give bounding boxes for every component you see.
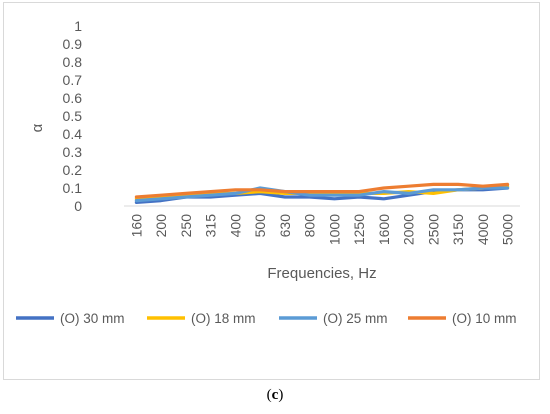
legend-label: (O) 30 mm	[60, 311, 125, 326]
legend-label: (O) 10 mm	[452, 311, 517, 326]
x-axis-ticks: 160 200 250 315 400 500 630 800 1000 1250 1600 2000…	[128, 214, 515, 245]
x-axis-title: Frequencies, Hz	[267, 265, 376, 282]
x-tick-label: 5000	[500, 214, 516, 245]
x-tick-label: 1250	[351, 214, 367, 245]
y-tick-label: 0.1	[63, 180, 83, 196]
line-chart: 0 0.1 0.2 0.3 0.4 0.5 0.6 0.7 0.8 0.9 1 160 200 250 3…	[16, 18, 520, 326]
caption-close-paren: )	[278, 387, 284, 403]
x-tick-label: 500	[252, 214, 268, 238]
legend-label: (O) 25 mm	[323, 311, 388, 326]
x-tick-label: 2000	[401, 214, 417, 245]
y-tick-label: 0.8	[63, 54, 83, 70]
y-tick-label: 0.6	[63, 90, 83, 106]
y-tick-label: 0.7	[63, 72, 83, 88]
x-tick-label: 4000	[475, 214, 491, 245]
y-tick-label: 0.4	[63, 126, 83, 142]
x-tick-label: 1600	[376, 214, 392, 245]
series-lines	[134, 182, 510, 204]
x-tick-label: 400	[227, 214, 243, 238]
caption-open-paren: (	[266, 387, 272, 403]
y-tick-label: 1	[74, 18, 82, 34]
chart-frame: 0 0.1 0.2 0.3 0.4 0.5 0.6 0.7 0.8 0.9 1 160 200 250 3…	[3, 2, 540, 380]
caption-letter: c	[271, 387, 279, 403]
x-tick-label: 2500	[425, 214, 441, 245]
y-tick-label: 0.3	[63, 144, 83, 160]
series-line	[134, 182, 510, 199]
y-axis-title: α	[29, 123, 46, 132]
y-tick-label: 0.5	[63, 108, 83, 124]
x-tick-label: 3150	[450, 214, 466, 245]
legend-label: (O) 18 mm	[191, 311, 256, 326]
x-tick-label: 200	[153, 214, 169, 238]
legend: (O) 30 mm (O) 18 mm (O) 25 mm (O) 10 mm	[16, 311, 517, 326]
series-line	[134, 184, 510, 201]
x-tick-label: 160	[128, 214, 144, 238]
legend-item: (O) 25 mm	[279, 311, 388, 326]
y-axis-ticks: 0 0.1 0.2 0.3 0.4 0.5 0.6 0.7 0.8 0.9 1	[63, 18, 83, 214]
x-tick-label: 630	[277, 214, 293, 238]
figure-caption: (c)	[0, 387, 550, 404]
y-tick-label: 0.9	[63, 36, 83, 52]
y-tick-label: 0.2	[63, 162, 83, 178]
series-line	[134, 186, 510, 203]
legend-item: (O) 18 mm	[147, 311, 256, 326]
x-tick-label: 250	[178, 214, 194, 238]
x-tick-label: 800	[302, 214, 318, 238]
legend-item: (O) 30 mm	[16, 311, 125, 326]
x-tick-label: 1000	[326, 214, 342, 245]
x-tick-label: 315	[203, 214, 219, 238]
y-tick-label: 0	[74, 198, 82, 214]
legend-item: (O) 10 mm	[408, 311, 517, 326]
